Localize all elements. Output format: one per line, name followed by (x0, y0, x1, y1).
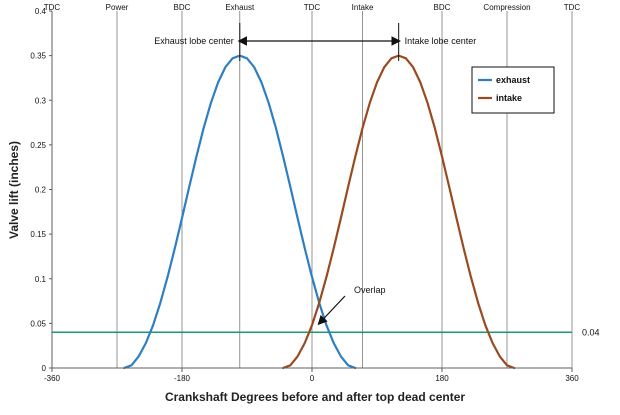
phase-label: BDC (434, 3, 451, 12)
phase-label: TDC (304, 3, 321, 12)
y-tick-label: 0.2 (35, 186, 47, 195)
phase-label: Compression (483, 3, 530, 12)
legend-box (471, 66, 555, 114)
y-tick-label: 0.25 (30, 141, 46, 150)
y-tick-label: 0 (42, 364, 47, 373)
overlap-arrow (317, 295, 346, 326)
phase-label: Intake (352, 3, 374, 12)
y-tick-label: 0.1 (35, 275, 47, 284)
reference-line-label: 0.04 (582, 327, 600, 337)
x-tick-label: -180 (174, 374, 191, 383)
y-axis-title: Valve lift (inches) (7, 141, 21, 239)
phase-label: BDC (174, 3, 191, 12)
exhaust-legend-label: exhaust (496, 75, 530, 85)
reference-layer: 0.04 (52, 327, 600, 337)
x-tick-label: -360 (44, 374, 61, 383)
phase-label: Power (106, 3, 129, 12)
exhaust-lobe-center-label: Exhaust lobe center (154, 36, 234, 46)
x-tick-label: 180 (435, 374, 449, 383)
y-tick-label: 0.05 (30, 319, 46, 328)
phase-label: TDC (564, 3, 581, 12)
intake-lobe-center-label: Intake lobe center (405, 36, 477, 46)
x-tick-label: 0 (310, 374, 315, 383)
x-tick-label: 360 (565, 374, 579, 383)
overlap-label: Overlap (354, 285, 386, 295)
phase-label: TDC (44, 3, 61, 12)
x-axis-title: Crankshaft Degrees before and after top … (165, 390, 465, 404)
y-tick-label: 0.35 (30, 52, 46, 61)
phase-label: Exhaust (225, 3, 255, 12)
intake-legend-label: intake (496, 93, 522, 103)
y-tick-label: 0.4 (35, 7, 47, 16)
annotation-layer: Exhaust lobe center Intake lobe center Ove… (154, 23, 477, 326)
legend-layer: exhaust intake (471, 66, 555, 114)
y-tick-label: 0.15 (30, 230, 46, 239)
y-tick-label: 0.3 (35, 96, 47, 105)
axis-layer: 0 0.05 0.1 0.15 0.2 0.25 0.3 0.35 0.4 -360 -180 0 18… (30, 3, 580, 383)
